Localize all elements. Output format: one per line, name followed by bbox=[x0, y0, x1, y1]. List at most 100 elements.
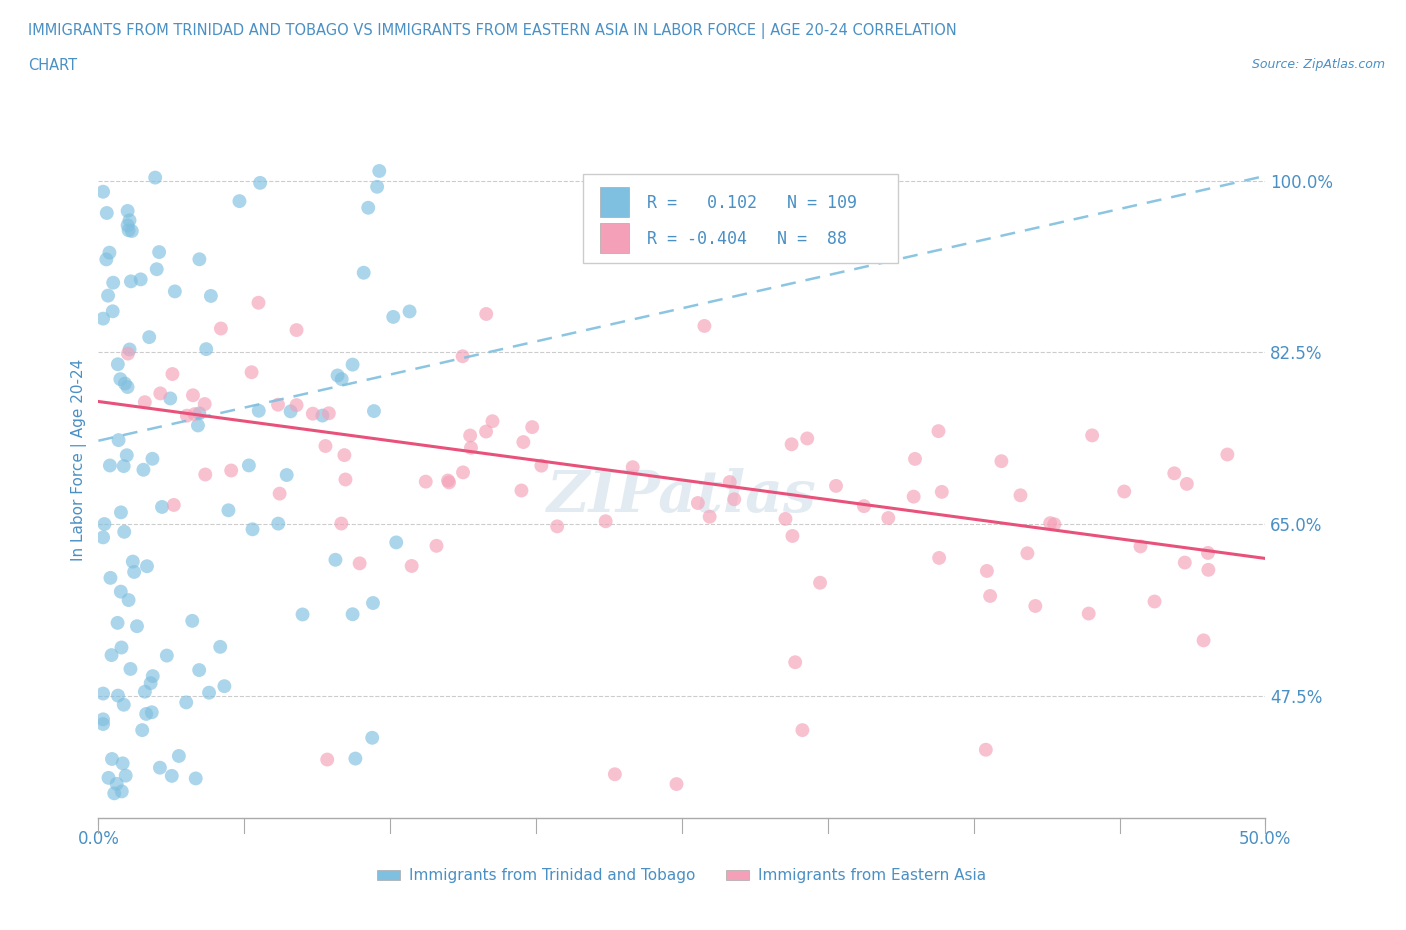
FancyBboxPatch shape bbox=[600, 187, 630, 217]
Point bbox=[91, 184, 114, 199]
Point bbox=[249, 176, 271, 191]
Point bbox=[368, 164, 391, 179]
Point bbox=[125, 618, 148, 633]
Point bbox=[451, 349, 474, 364]
Point bbox=[1024, 599, 1046, 614]
Point bbox=[139, 676, 162, 691]
Point bbox=[194, 396, 217, 411]
Point bbox=[184, 771, 207, 786]
Point bbox=[242, 522, 264, 537]
Point bbox=[134, 684, 156, 699]
Point bbox=[111, 784, 134, 799]
Point bbox=[1114, 485, 1136, 499]
Point bbox=[111, 756, 134, 771]
Point bbox=[118, 342, 141, 357]
Point bbox=[357, 200, 380, 215]
Point bbox=[931, 485, 953, 499]
Point bbox=[1017, 546, 1039, 561]
Point bbox=[91, 711, 114, 726]
Point bbox=[110, 505, 132, 520]
Point bbox=[107, 688, 129, 703]
Point bbox=[160, 768, 183, 783]
Point bbox=[163, 498, 186, 512]
Point bbox=[209, 640, 232, 655]
Point bbox=[114, 376, 136, 391]
Point bbox=[247, 296, 270, 311]
Point bbox=[141, 705, 163, 720]
Point bbox=[852, 498, 875, 513]
Point bbox=[122, 565, 145, 579]
Point bbox=[188, 252, 211, 267]
Point bbox=[145, 261, 167, 276]
Point bbox=[425, 538, 447, 553]
Point bbox=[219, 463, 242, 478]
Point bbox=[522, 419, 544, 434]
Point bbox=[1197, 546, 1219, 561]
Point bbox=[162, 366, 184, 381]
Point bbox=[103, 275, 125, 290]
Point bbox=[143, 170, 166, 185]
Point bbox=[110, 640, 132, 655]
Point bbox=[228, 193, 250, 208]
Point bbox=[342, 606, 364, 621]
Point bbox=[131, 723, 153, 737]
Point bbox=[121, 223, 143, 238]
Point bbox=[316, 752, 339, 767]
Point bbox=[149, 386, 172, 401]
Legend: Immigrants from Trinidad and Tobago, Immigrants from Eastern Asia: Immigrants from Trinidad and Tobago, Imm… bbox=[371, 862, 993, 889]
Point bbox=[91, 312, 114, 326]
Point bbox=[167, 749, 190, 764]
Point bbox=[903, 489, 925, 504]
Point bbox=[325, 552, 347, 567]
Point bbox=[187, 418, 209, 432]
Y-axis label: In Labor Force | Age 20-24: In Labor Force | Age 20-24 bbox=[72, 359, 87, 562]
Point bbox=[510, 483, 533, 498]
Point bbox=[330, 372, 353, 387]
Point bbox=[344, 751, 367, 766]
Point bbox=[686, 496, 709, 511]
Point bbox=[1081, 428, 1104, 443]
Point bbox=[93, 516, 115, 531]
Point bbox=[136, 559, 159, 574]
Point bbox=[361, 730, 384, 745]
Point bbox=[1192, 633, 1215, 648]
Point bbox=[117, 223, 139, 238]
Point bbox=[267, 397, 290, 412]
Point bbox=[129, 272, 152, 286]
Point bbox=[121, 554, 143, 569]
Point bbox=[782, 528, 804, 543]
Point bbox=[148, 245, 170, 259]
Point bbox=[135, 707, 157, 722]
Point bbox=[96, 252, 118, 267]
Point bbox=[775, 512, 797, 526]
Point bbox=[100, 647, 122, 662]
Point bbox=[808, 576, 831, 591]
Text: ZIPatlas: ZIPatlas bbox=[547, 468, 817, 525]
Point bbox=[194, 467, 217, 482]
Point bbox=[112, 525, 135, 539]
Point bbox=[398, 304, 420, 319]
Point bbox=[1216, 447, 1239, 462]
Point bbox=[1163, 466, 1185, 481]
Point bbox=[595, 514, 617, 529]
Point bbox=[117, 218, 139, 232]
Point bbox=[110, 372, 132, 387]
Point bbox=[97, 288, 120, 303]
Point bbox=[188, 405, 211, 420]
Point bbox=[247, 404, 270, 418]
Point bbox=[1039, 516, 1062, 531]
Point bbox=[877, 511, 900, 525]
Point bbox=[97, 770, 120, 785]
Point bbox=[209, 321, 232, 336]
Point bbox=[91, 530, 114, 545]
Point bbox=[437, 473, 460, 488]
Point bbox=[1077, 606, 1099, 621]
Point bbox=[1043, 517, 1066, 532]
Point bbox=[217, 503, 239, 518]
Point bbox=[318, 405, 340, 420]
Point bbox=[107, 616, 129, 631]
Point bbox=[280, 404, 302, 418]
Point bbox=[928, 551, 950, 565]
Point bbox=[974, 742, 997, 757]
Point bbox=[183, 406, 205, 421]
